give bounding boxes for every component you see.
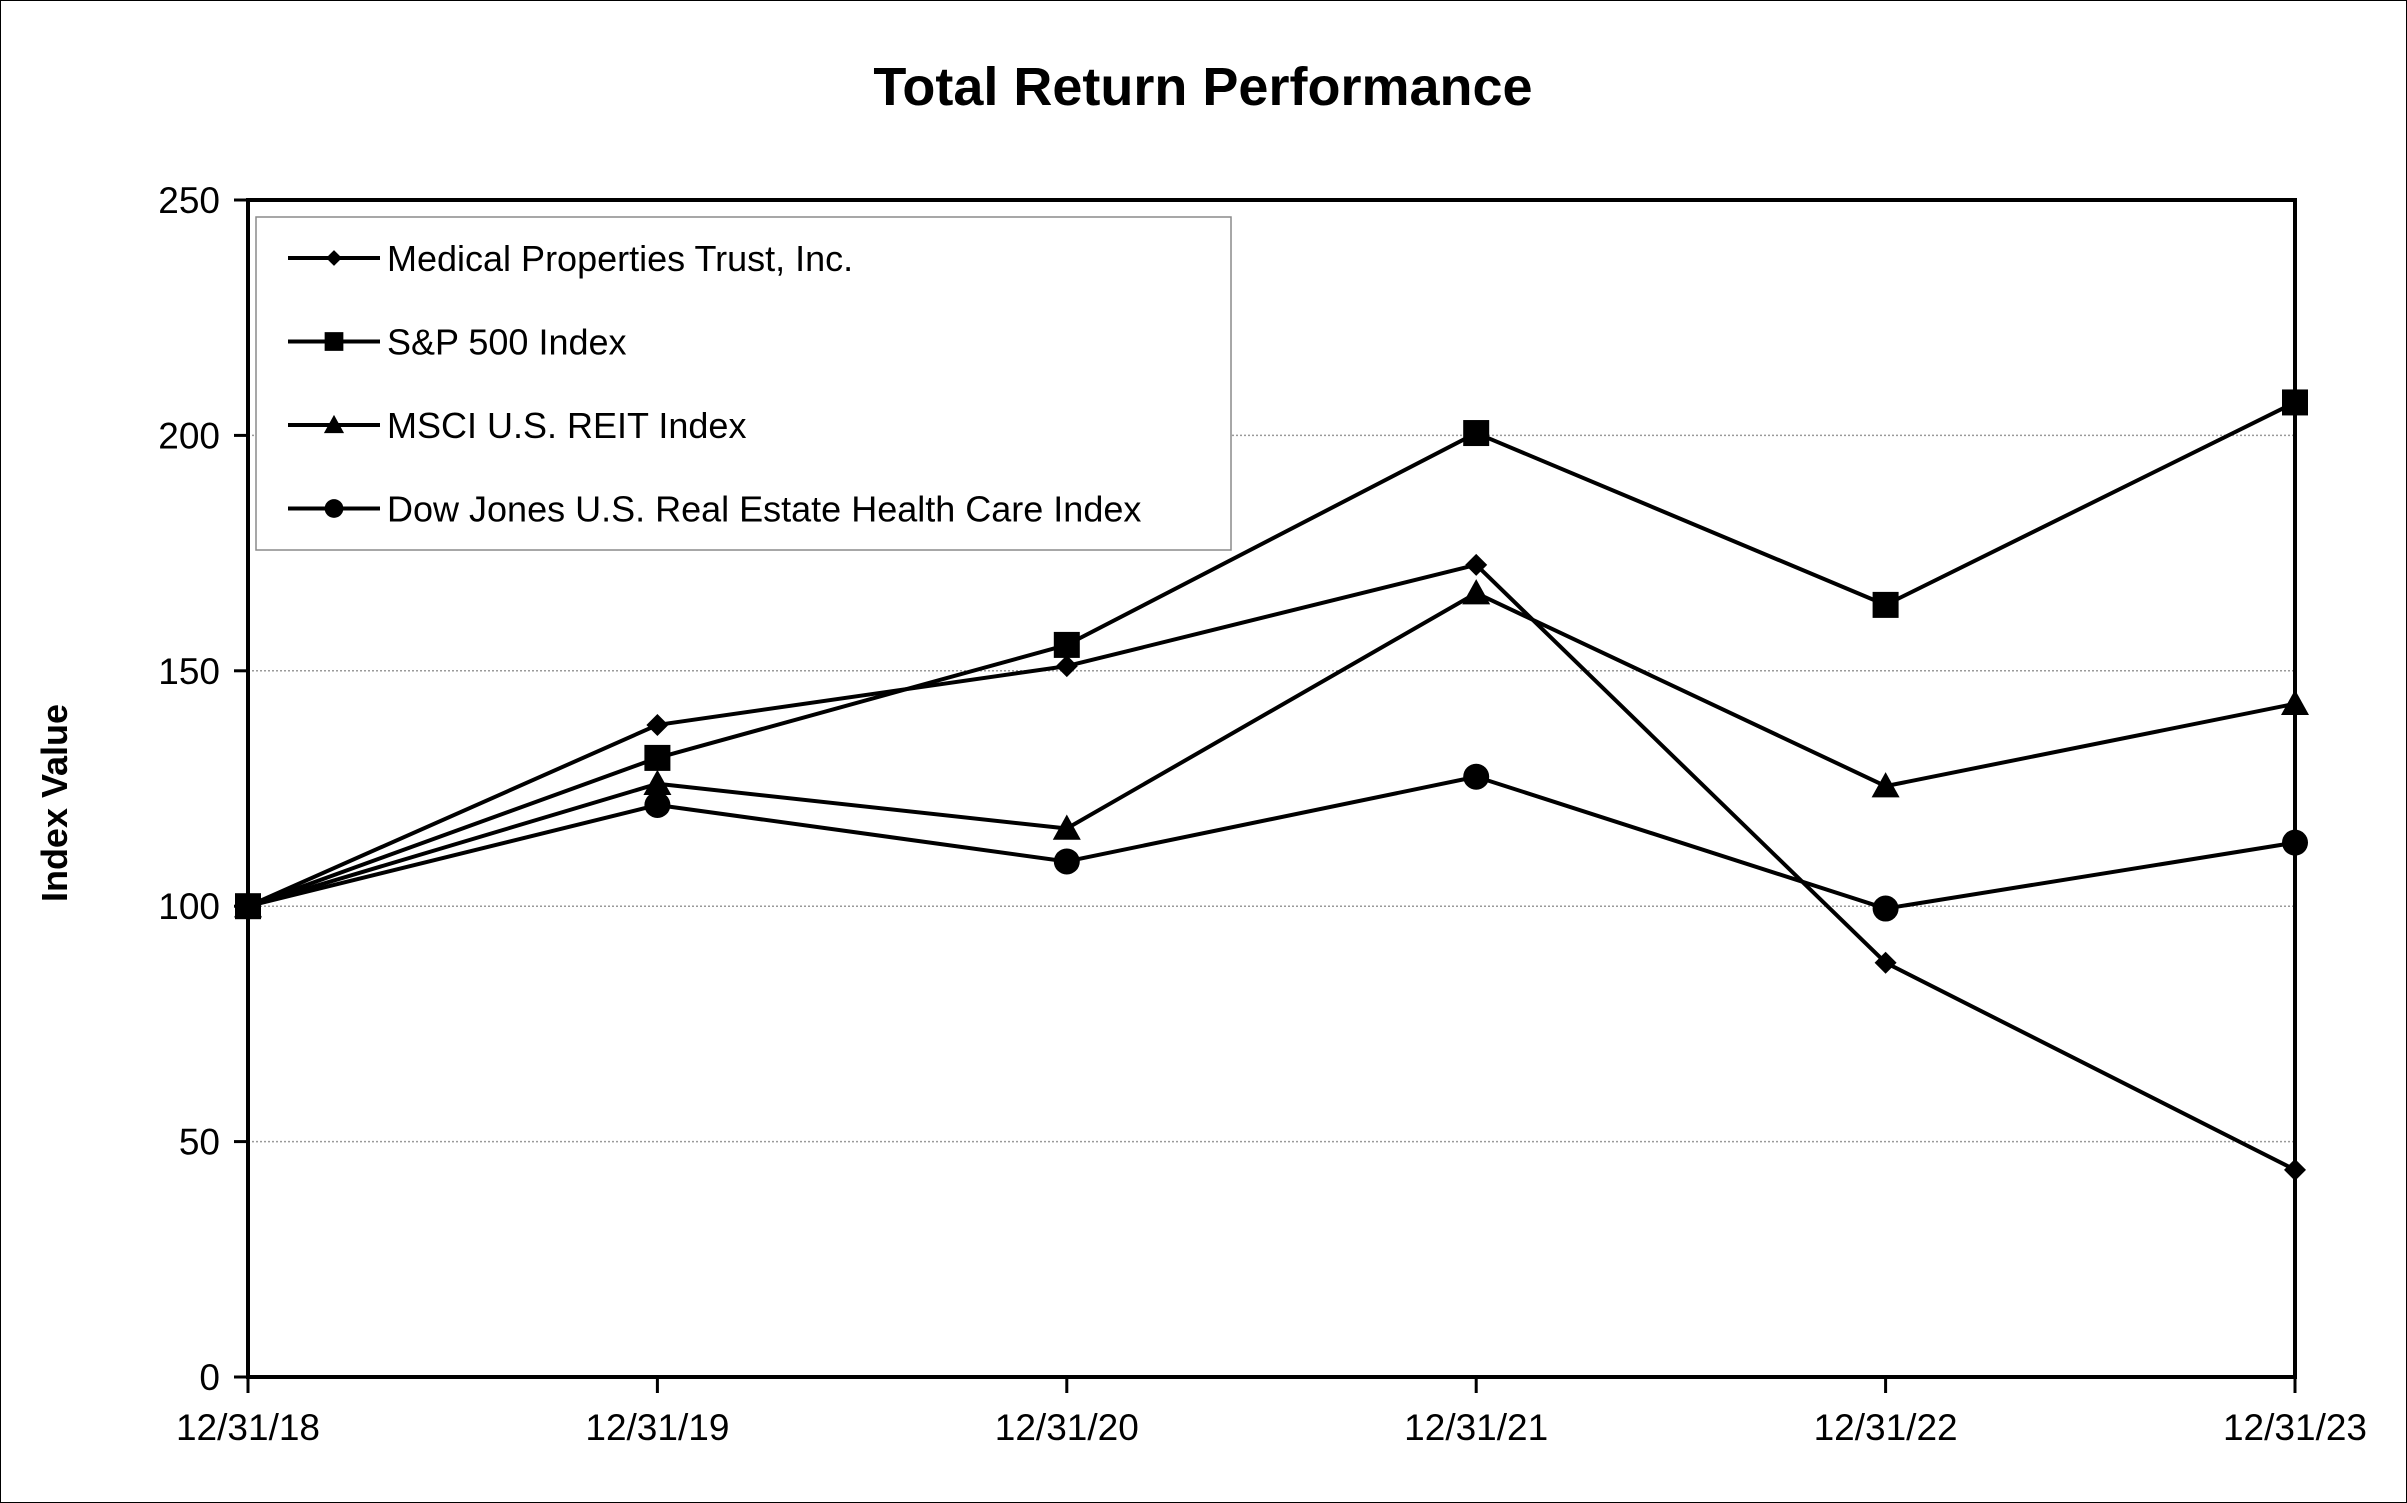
- x-tick-label: 12/31/21: [1404, 1407, 1548, 1448]
- x-tick-label: 12/31/19: [585, 1407, 729, 1448]
- y-tick-labels: 0 50 100 150 200 250: [158, 180, 220, 1398]
- circle-marker: [1872, 895, 1899, 922]
- triangle-marker: [2281, 689, 2309, 715]
- series-group: [234, 389, 2309, 1181]
- series-circle: [235, 763, 2308, 922]
- y-tick-label: 50: [179, 1122, 220, 1163]
- triangle-marker: [1052, 814, 1081, 840]
- circle-marker: [1053, 848, 1080, 875]
- square-marker: [2282, 389, 2308, 416]
- x-tick-labels: 12/31/18 12/31/19 12/31/20 12/31/21 12/31/22…: [176, 1407, 2367, 1448]
- series-line: [247, 400, 2296, 909]
- axes: [234, 198, 2297, 1393]
- diamond-marker: [1055, 655, 1078, 678]
- series-line: [247, 562, 2296, 1172]
- circle-marker: [644, 791, 671, 818]
- x-tick-label: 12/31/20: [995, 1407, 1139, 1448]
- triangle-marker: [323, 414, 345, 434]
- triangle-marker: [643, 769, 672, 795]
- circle-marker: [2282, 829, 2308, 856]
- series-diamond: [237, 553, 2306, 1181]
- legend-label: Medical Properties Trust, Inc.: [387, 238, 853, 279]
- diamond-marker: [1465, 553, 1488, 576]
- legend-label: MSCI U.S. REIT Index: [387, 405, 746, 446]
- diamond-marker: [2284, 1158, 2306, 1181]
- y-tick-label: 200: [158, 415, 220, 456]
- plot-border: [246, 198, 2297, 1379]
- series-line: [247, 591, 2296, 909]
- circle-marker: [235, 893, 261, 920]
- square-marker: [1872, 591, 1899, 618]
- y-tick-label: 250: [158, 180, 220, 221]
- square-marker: [644, 744, 671, 771]
- legend-label: S&P 500 Index: [387, 322, 627, 363]
- legend-item: MSCI U.S. REIT Index: [288, 405, 746, 446]
- square-marker: [1053, 631, 1080, 658]
- diamond-marker: [646, 713, 669, 736]
- square-marker: [1463, 420, 1490, 447]
- series-line: [247, 774, 2296, 911]
- diamond-marker: [326, 250, 342, 266]
- circle-marker: [324, 499, 344, 518]
- legend-label: Dow Jones U.S. Real Estate Health Care I…: [387, 489, 1141, 530]
- y-tick-label: 0: [199, 1357, 220, 1398]
- x-tick-label: 12/31/23: [2223, 1407, 2367, 1448]
- x-tick-label: 12/31/18: [176, 1407, 320, 1448]
- legend-item: Medical Properties Trust, Inc.: [288, 238, 853, 279]
- square-marker: [324, 332, 344, 351]
- legend-item: S&P 500 Index: [288, 322, 627, 363]
- x-tick-label: 12/31/22: [1814, 1407, 1958, 1448]
- triangle-marker: [1871, 772, 1900, 798]
- circle-marker: [1463, 763, 1490, 790]
- chart-title: Total Return Performance: [873, 57, 1532, 117]
- triangle-marker: [1462, 579, 1491, 605]
- legend-item: Dow Jones U.S. Real Estate Health Care I…: [288, 489, 1141, 530]
- series-triangle: [234, 579, 2309, 918]
- diamond-marker: [1874, 951, 1897, 974]
- y-tick-label: 150: [158, 651, 220, 692]
- y-axis-label: Index Value: [34, 704, 75, 902]
- legend-box: [255, 216, 1232, 551]
- y-tick-label: 100: [158, 886, 220, 927]
- legend: Medical Properties Trust, Inc. S&P 500 In…: [255, 216, 1232, 551]
